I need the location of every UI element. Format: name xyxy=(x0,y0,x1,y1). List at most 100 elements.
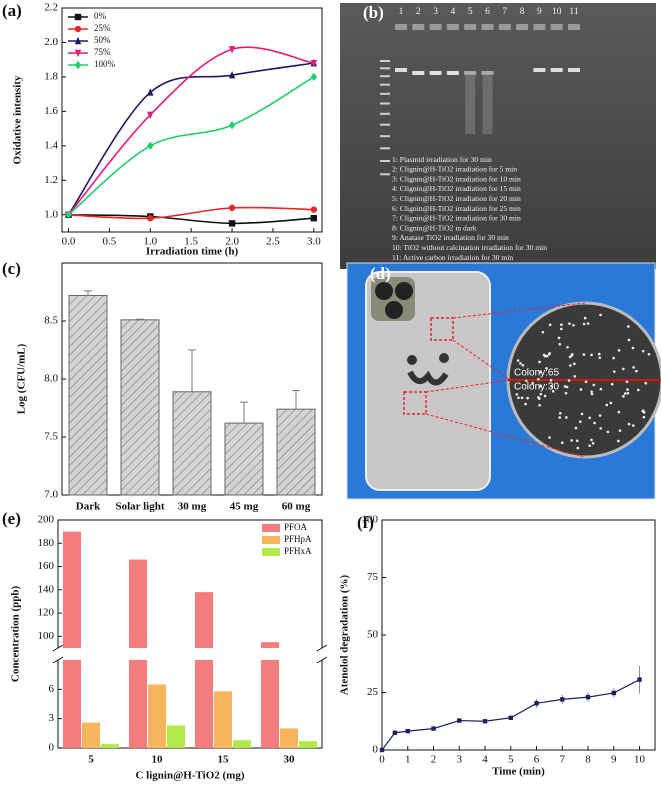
y-tick-label: 7.0 xyxy=(44,489,58,501)
colony xyxy=(605,403,609,407)
colony-count: Colony:30 xyxy=(514,382,559,393)
colony xyxy=(521,363,525,367)
y-axis-label: Log (CFU/mL) xyxy=(16,343,28,414)
colony xyxy=(560,323,563,327)
colony xyxy=(565,416,568,419)
y-tick-label: 2.0 xyxy=(44,36,58,48)
colony xyxy=(570,352,574,356)
y-tick-label: 100 xyxy=(362,514,379,526)
x-tick-label: 60 mg xyxy=(282,501,311,513)
marker xyxy=(74,36,82,45)
y-tick-label: 8.5 xyxy=(44,315,58,327)
y-tick-label: 0 xyxy=(49,742,55,754)
lens xyxy=(375,282,393,300)
break-mark xyxy=(52,644,64,652)
y-tick-label: 180 xyxy=(38,537,55,549)
colony xyxy=(641,409,645,412)
colony xyxy=(584,380,588,384)
colony xyxy=(538,397,541,400)
legend-swatch xyxy=(262,548,280,556)
x-tick-label: 15 xyxy=(218,754,230,766)
series-line xyxy=(68,213,314,225)
colony xyxy=(542,353,546,357)
colony xyxy=(516,359,520,362)
ladder-band xyxy=(380,123,390,126)
y-tick-label: 1.6 xyxy=(44,105,58,117)
ladder-band xyxy=(380,75,390,78)
marker xyxy=(392,730,398,735)
legend-swatch xyxy=(262,536,280,544)
series-line xyxy=(67,62,314,216)
bar xyxy=(280,728,298,748)
colony xyxy=(579,388,583,391)
zoom-box xyxy=(403,391,427,415)
lens xyxy=(385,301,403,319)
colony xyxy=(560,327,563,331)
colony xyxy=(517,396,520,400)
panel-label: (d) xyxy=(370,264,391,283)
colony xyxy=(612,370,616,373)
colony xyxy=(588,444,591,447)
marker xyxy=(379,747,385,753)
colony xyxy=(560,441,564,444)
ladder-band xyxy=(380,173,390,176)
colony xyxy=(575,439,579,443)
band xyxy=(446,71,459,75)
marker xyxy=(310,72,318,82)
marker xyxy=(534,701,539,706)
bar xyxy=(195,592,213,748)
colony xyxy=(590,353,593,357)
x-tick-label: 8 xyxy=(585,754,591,766)
colony xyxy=(618,429,622,432)
colony xyxy=(635,369,638,373)
legend-label: 100% xyxy=(94,59,116,69)
marker xyxy=(431,726,436,731)
x-tick-label: 5 xyxy=(88,754,94,766)
marker xyxy=(457,718,462,723)
colony xyxy=(573,375,577,378)
x-tick-label: 2 xyxy=(431,754,437,766)
marker xyxy=(611,690,616,696)
y-axis-label: Concentration (ppb) xyxy=(10,586,22,683)
colony xyxy=(623,392,627,395)
stain xyxy=(439,353,449,363)
colony xyxy=(563,385,567,388)
colony xyxy=(641,349,645,353)
zoom-line xyxy=(452,302,586,319)
colony xyxy=(590,390,593,394)
colony xyxy=(592,383,596,387)
ladder-band xyxy=(380,102,390,105)
ladder-band xyxy=(380,112,390,115)
marker xyxy=(65,210,72,219)
colony xyxy=(545,354,549,358)
lane-number: 3 xyxy=(433,7,438,17)
bar xyxy=(68,294,108,496)
colony xyxy=(573,362,576,366)
marker xyxy=(637,677,642,682)
bar xyxy=(63,531,81,748)
lane-number: 8 xyxy=(520,7,525,17)
y-tick-label: 8.0 xyxy=(44,373,58,385)
gel-legend: 5: Clignin@H-TiO2 irradiation for 20 min xyxy=(392,194,521,203)
y-tick-label: 1.2 xyxy=(44,174,58,186)
marker xyxy=(310,59,318,68)
band xyxy=(464,71,477,75)
colony xyxy=(606,430,610,434)
gel-legend: 1: Plasmid irradiation for 30 min xyxy=(392,155,492,164)
bar xyxy=(172,391,212,496)
y-tick-label: 160 xyxy=(38,560,55,572)
lane-number: 7 xyxy=(502,7,507,17)
bar xyxy=(233,740,251,748)
break-mark xyxy=(316,656,328,664)
colony xyxy=(538,403,541,407)
colony xyxy=(617,439,620,443)
plot-frame xyxy=(57,519,323,749)
colony xyxy=(515,393,519,396)
colony xyxy=(597,352,601,356)
marker xyxy=(147,111,154,120)
colony xyxy=(547,353,551,356)
panel-label: (f) xyxy=(357,513,374,532)
legend-label: PFOA xyxy=(284,522,308,532)
colony xyxy=(622,367,625,371)
ladder-band xyxy=(380,67,390,70)
